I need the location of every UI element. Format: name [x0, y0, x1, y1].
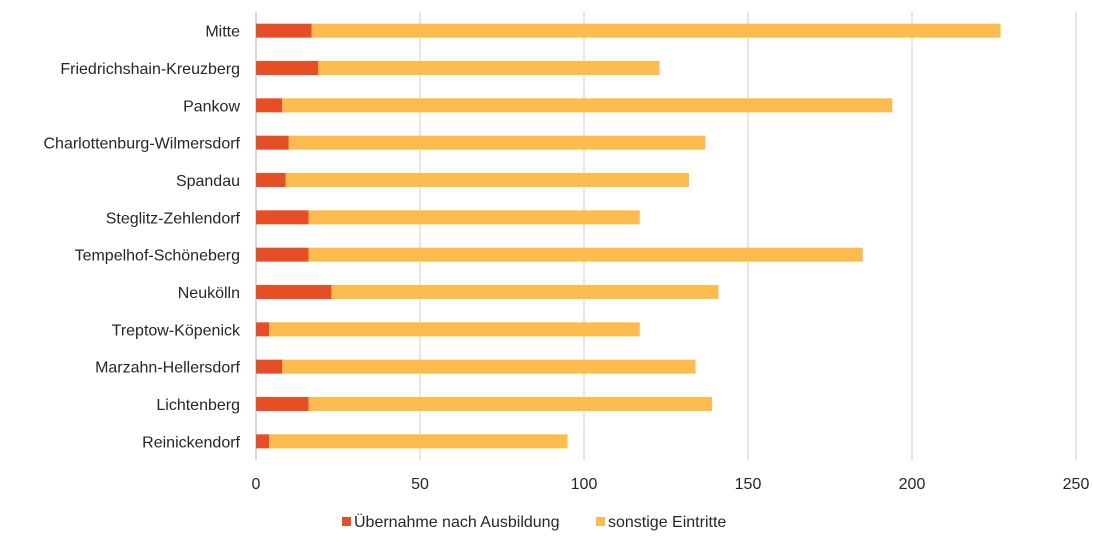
legend-label-1: sonstige Eintritte — [608, 514, 726, 531]
x-tick-label: 150 — [735, 476, 762, 493]
x-axis-tick-labels: 0 50 100 150 200 250 — [252, 476, 1090, 493]
category-label: Lichtenberg — [156, 397, 240, 414]
bar-uebernahme-1 — [256, 61, 319, 75]
bar-uebernahme-2 — [256, 98, 283, 113]
category-label: Charlottenburg-Wilmersdorf — [43, 136, 240, 153]
bar-uebernahme-7 — [256, 285, 332, 299]
category-label: Mitte — [205, 24, 240, 41]
category-labels: Mitte Friedrichshain-Kreuzberg Pankow Charl… — [43, 24, 241, 452]
bar-sonstige-8 — [269, 322, 640, 337]
category-label: Marzahn-Hellersdorf — [95, 360, 240, 377]
bar-uebernahme-5 — [256, 210, 309, 225]
category-label: Spandau — [176, 173, 240, 190]
bar-sonstige-0 — [311, 23, 1001, 38]
category-label: Neukölln — [178, 285, 240, 302]
bar-sonstige-6 — [308, 247, 863, 262]
category-label: Friedrichshain-Kreuzberg — [60, 61, 240, 78]
category-label: Steglitz-Zehlendorf — [106, 210, 241, 227]
bar-uebernahme-11 — [256, 434, 270, 449]
category-label: Treptow-Köpenick — [112, 322, 241, 339]
bar-uebernahme-4 — [256, 173, 286, 187]
legend-label-0: Übernahme nach Ausbildung — [354, 513, 559, 531]
bar-sonstige-1 — [318, 61, 660, 75]
category-label: Pankow — [183, 98, 240, 115]
x-tick-label: 100 — [571, 476, 598, 493]
x-tick-label: 0 — [252, 476, 261, 493]
bars — [256, 23, 1001, 449]
category-label: Tempelhof-Schöneberg — [75, 248, 240, 265]
bar-sonstige-5 — [308, 210, 640, 225]
bar-uebernahme-9 — [256, 359, 283, 374]
bar-sonstige-9 — [282, 359, 696, 374]
bar-sonstige-3 — [288, 135, 706, 150]
bar-sonstige-11 — [269, 434, 568, 449]
bar-uebernahme-10 — [256, 397, 309, 411]
bar-sonstige-4 — [285, 173, 689, 187]
x-tick-label: 200 — [899, 476, 926, 493]
bar-sonstige-2 — [282, 98, 893, 113]
bar-sonstige-7 — [331, 285, 719, 299]
bar-uebernahme-0 — [256, 23, 312, 38]
legend: Übernahme nach Ausbildung sonstige Eintri… — [342, 513, 726, 531]
bar-uebernahme-8 — [256, 322, 270, 337]
x-tick-label: 250 — [1063, 476, 1090, 493]
bar-uebernahme-3 — [256, 135, 289, 150]
category-label: Reinickendorf — [142, 434, 240, 451]
bar-sonstige-10 — [308, 397, 712, 411]
bar-uebernahme-6 — [256, 247, 309, 262]
legend-swatch-1 — [596, 517, 605, 526]
legend-swatch-0 — [342, 517, 351, 526]
gridlines — [255, 12, 1077, 460]
x-tick-label: 50 — [411, 476, 429, 493]
